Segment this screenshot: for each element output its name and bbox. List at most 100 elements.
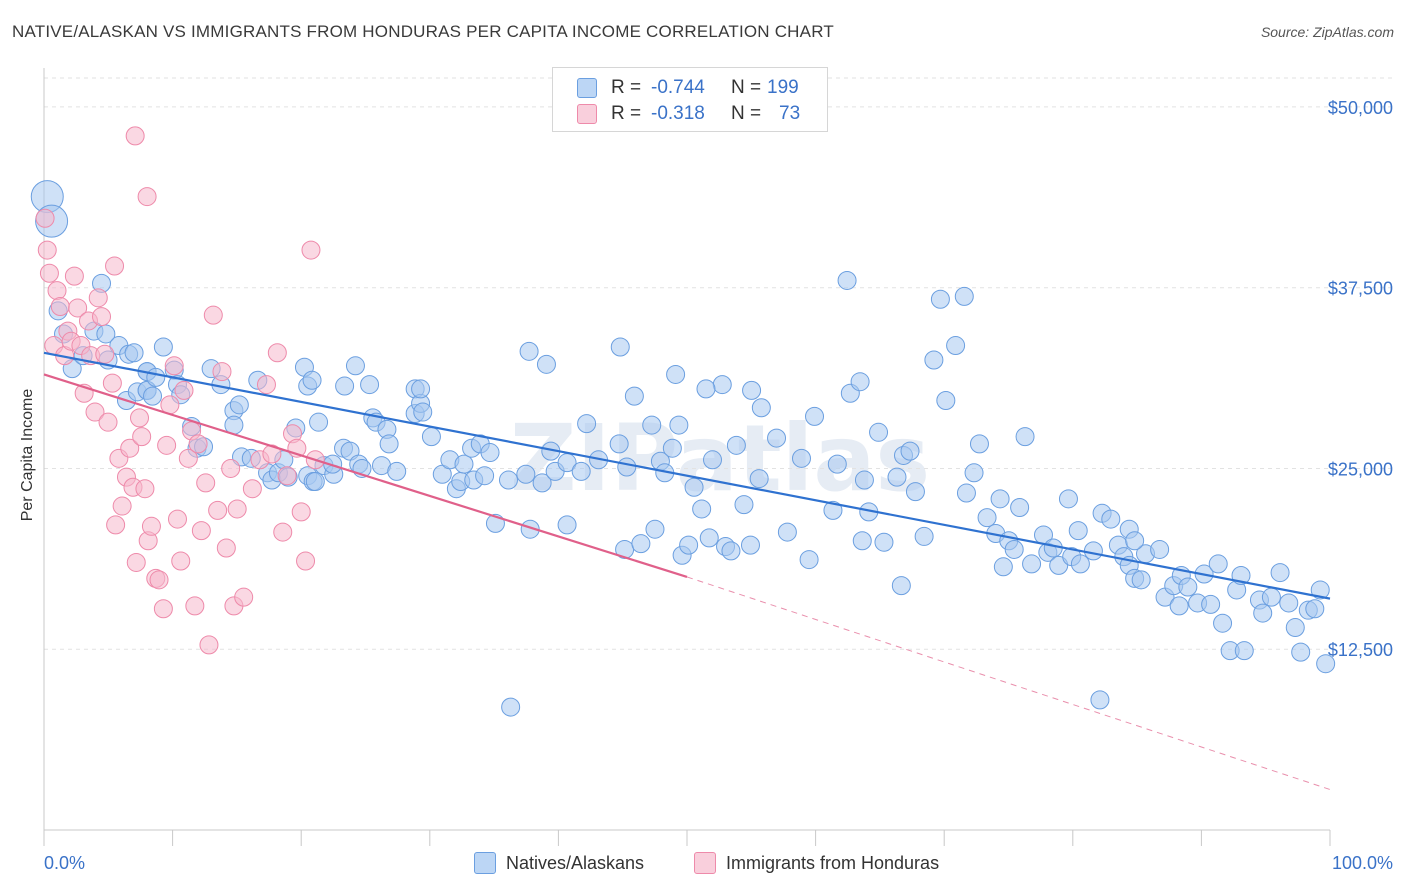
honduras-point [153,599,173,619]
honduras-point [130,408,150,428]
natives-point [900,441,920,461]
natives-point [827,454,847,474]
natives-point [1068,521,1088,541]
honduras-point [196,473,216,493]
natives-point [413,402,433,422]
natives-point [891,576,911,596]
honduras-point [262,444,282,464]
natives-point [850,372,870,392]
y-axis-label: Per Capita Income [19,388,36,522]
natives-point [703,450,723,470]
natives-point [501,697,521,717]
honduras-point [102,373,122,393]
natives-point [936,390,956,410]
natives-point [699,528,719,548]
natives-point [1213,613,1233,633]
natives-point [791,448,811,468]
honduras-point [112,496,132,516]
honduras-point [301,240,321,260]
natives-point [532,473,552,493]
chart-title: NATIVE/ALASKAN VS IMMIGRANTS FROM HONDUR… [12,22,834,41]
honduras-point [203,305,223,325]
natives-point [956,483,976,503]
honduras-point [188,434,208,454]
honduras-point [39,263,59,283]
natives-point [874,532,894,552]
natives-point [229,395,249,415]
natives-point [1083,541,1103,561]
n-value: 199 [767,77,799,98]
natives-point [666,364,686,384]
natives-point [631,534,651,554]
source-label: Source: ZipAtlas.com [1260,24,1394,40]
honduras-point [126,552,146,572]
natives-point [914,526,934,546]
honduras-point [85,402,105,422]
natives-point [480,443,500,463]
honduras-trendline [43,373,688,578]
honduras-point [178,448,198,468]
honduras-point [185,596,205,616]
natives-point [742,380,762,400]
natives-point [519,341,539,361]
natives-point [146,367,166,387]
natives-point [696,379,716,399]
natives-point [335,376,355,396]
honduras-point [125,126,145,146]
natives-point [1291,642,1311,662]
honduras-point [174,380,194,400]
natives-point [837,270,857,290]
natives-point [411,379,431,399]
natives-point [669,415,689,435]
natives-trendline [43,351,1331,600]
natives-point [726,435,746,455]
r-value: -0.744 [651,77,705,98]
natives-point [887,467,907,487]
natives-point [954,286,974,306]
natives-point [869,422,889,442]
natives-point [930,289,950,309]
natives-point [610,337,630,357]
natives-point [1015,427,1035,447]
natives-point [520,519,540,539]
honduras-point [191,521,211,541]
natives-point [153,337,173,357]
natives-point [977,508,997,528]
honduras-point [149,570,169,590]
natives-point [379,434,399,454]
natives-point [905,482,925,502]
honduras-point [242,479,262,499]
natives-point [662,438,682,458]
natives-point [1131,570,1151,590]
natives-point [1270,563,1290,583]
natives-point [777,522,797,542]
natives-point [1234,641,1254,661]
r-value: -0.318 [651,103,705,124]
natives-point [1125,531,1145,551]
stats-row-honduras: R = -0.318 N = 73 [577,101,800,127]
legend-item-honduras[interactable]: Immigrants from Honduras [694,852,939,874]
honduras-point [64,266,84,286]
natives-point [516,464,536,484]
natives-point [571,461,591,481]
natives-point [740,535,760,555]
honduras-point [216,538,236,558]
honduras-point [120,438,140,458]
x-tick-label: 100.0% [1332,853,1393,873]
natives-point [302,370,322,390]
natives-point [964,463,984,483]
honduras-point [47,281,67,301]
natives-point [124,343,144,363]
natives-point [498,470,518,490]
natives-point [642,415,662,435]
natives-point [734,495,754,515]
natives-point [751,398,771,418]
natives-point [1201,594,1221,614]
honduras-point [106,515,126,535]
legend-item-natives[interactable]: Natives/Alaskans [474,852,644,874]
honduras-point [95,344,115,364]
honduras-point [105,256,125,276]
natives-point [767,428,787,448]
natives-point [1316,654,1336,674]
natives-point [1208,554,1228,574]
